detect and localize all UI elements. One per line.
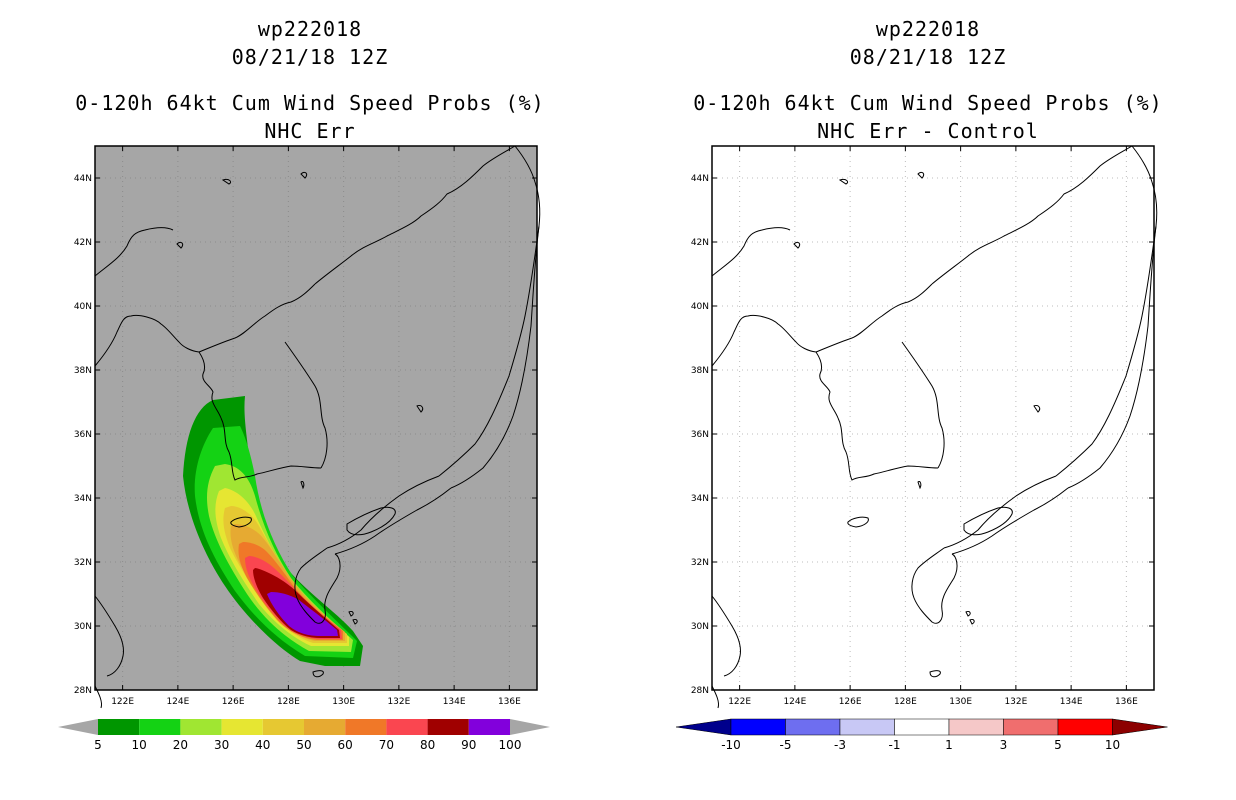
left-datetime: 08/21/18 12Z (231, 45, 389, 69)
legend-label: 100 (499, 738, 522, 752)
legend-swatch (262, 719, 304, 735)
legend-label: 20 (173, 738, 188, 752)
lon-label: 126E (222, 697, 245, 707)
legend-label: 90 (461, 738, 476, 752)
legend-arrow-high (510, 719, 550, 735)
lon-label: 122E (111, 697, 134, 707)
lat-label: 32N (74, 558, 92, 568)
legend-swatch (427, 719, 469, 735)
lat-label: 36N (74, 430, 92, 440)
lon-label: 132E (387, 697, 410, 707)
right-storm-id: wp222018 (875, 17, 981, 41)
legend-swatch (180, 719, 222, 735)
lon-label: 136E (498, 697, 521, 707)
left-product-title: 0-120h 64kt Cum Wind Speed Probs (%) (75, 91, 545, 115)
right-datetime: 08/21/18 12Z (849, 45, 1007, 69)
legend-swatch (468, 719, 510, 735)
lon-label: 124E (166, 697, 189, 707)
legend-label: 50 (296, 738, 311, 752)
legend-swatch (139, 719, 181, 735)
lon-label: 130E (332, 697, 355, 707)
lat-label: 42N (74, 238, 92, 248)
legend-label: 5 (94, 738, 102, 752)
lat-label: 30N (74, 622, 92, 632)
legend-swatch (221, 719, 263, 735)
right-product-title: 0-120h 64kt Cum Wind Speed Probs (%) (693, 91, 1163, 115)
lat-label: 38N (74, 366, 92, 376)
lon-label: 128E (277, 697, 300, 707)
legend-label: 70 (379, 738, 394, 752)
probability-swath (183, 396, 363, 666)
lon-label: 134E (443, 697, 466, 707)
legend-swatch (386, 719, 428, 735)
legend-label: 60 (338, 738, 353, 752)
legend-label: 30 (214, 738, 229, 752)
left-storm-id: wp222018 (257, 17, 363, 41)
right-subtitle: NHC Err - Control (817, 119, 1039, 143)
swath-band-10 (267, 592, 338, 636)
legend-label: 80 (420, 738, 435, 752)
map-frame (94, 145, 538, 691)
legend-colorbar: 5 10 20 30 40 50 60 70 80 90 100 (58, 719, 550, 752)
left-subtitle: NHC Err (264, 119, 356, 143)
legend-swatch (304, 719, 346, 735)
legend-arrow-low (58, 719, 98, 735)
legend-label: 10 (132, 738, 147, 752)
lat-label: 44N (74, 174, 92, 184)
lat-label: 28N (74, 686, 92, 696)
legend-label: 40 (255, 738, 270, 752)
lat-label: 40N (74, 302, 92, 312)
legend-swatch (98, 719, 140, 735)
legend-swatch (345, 719, 387, 735)
lat-label: 34N (74, 494, 92, 504)
